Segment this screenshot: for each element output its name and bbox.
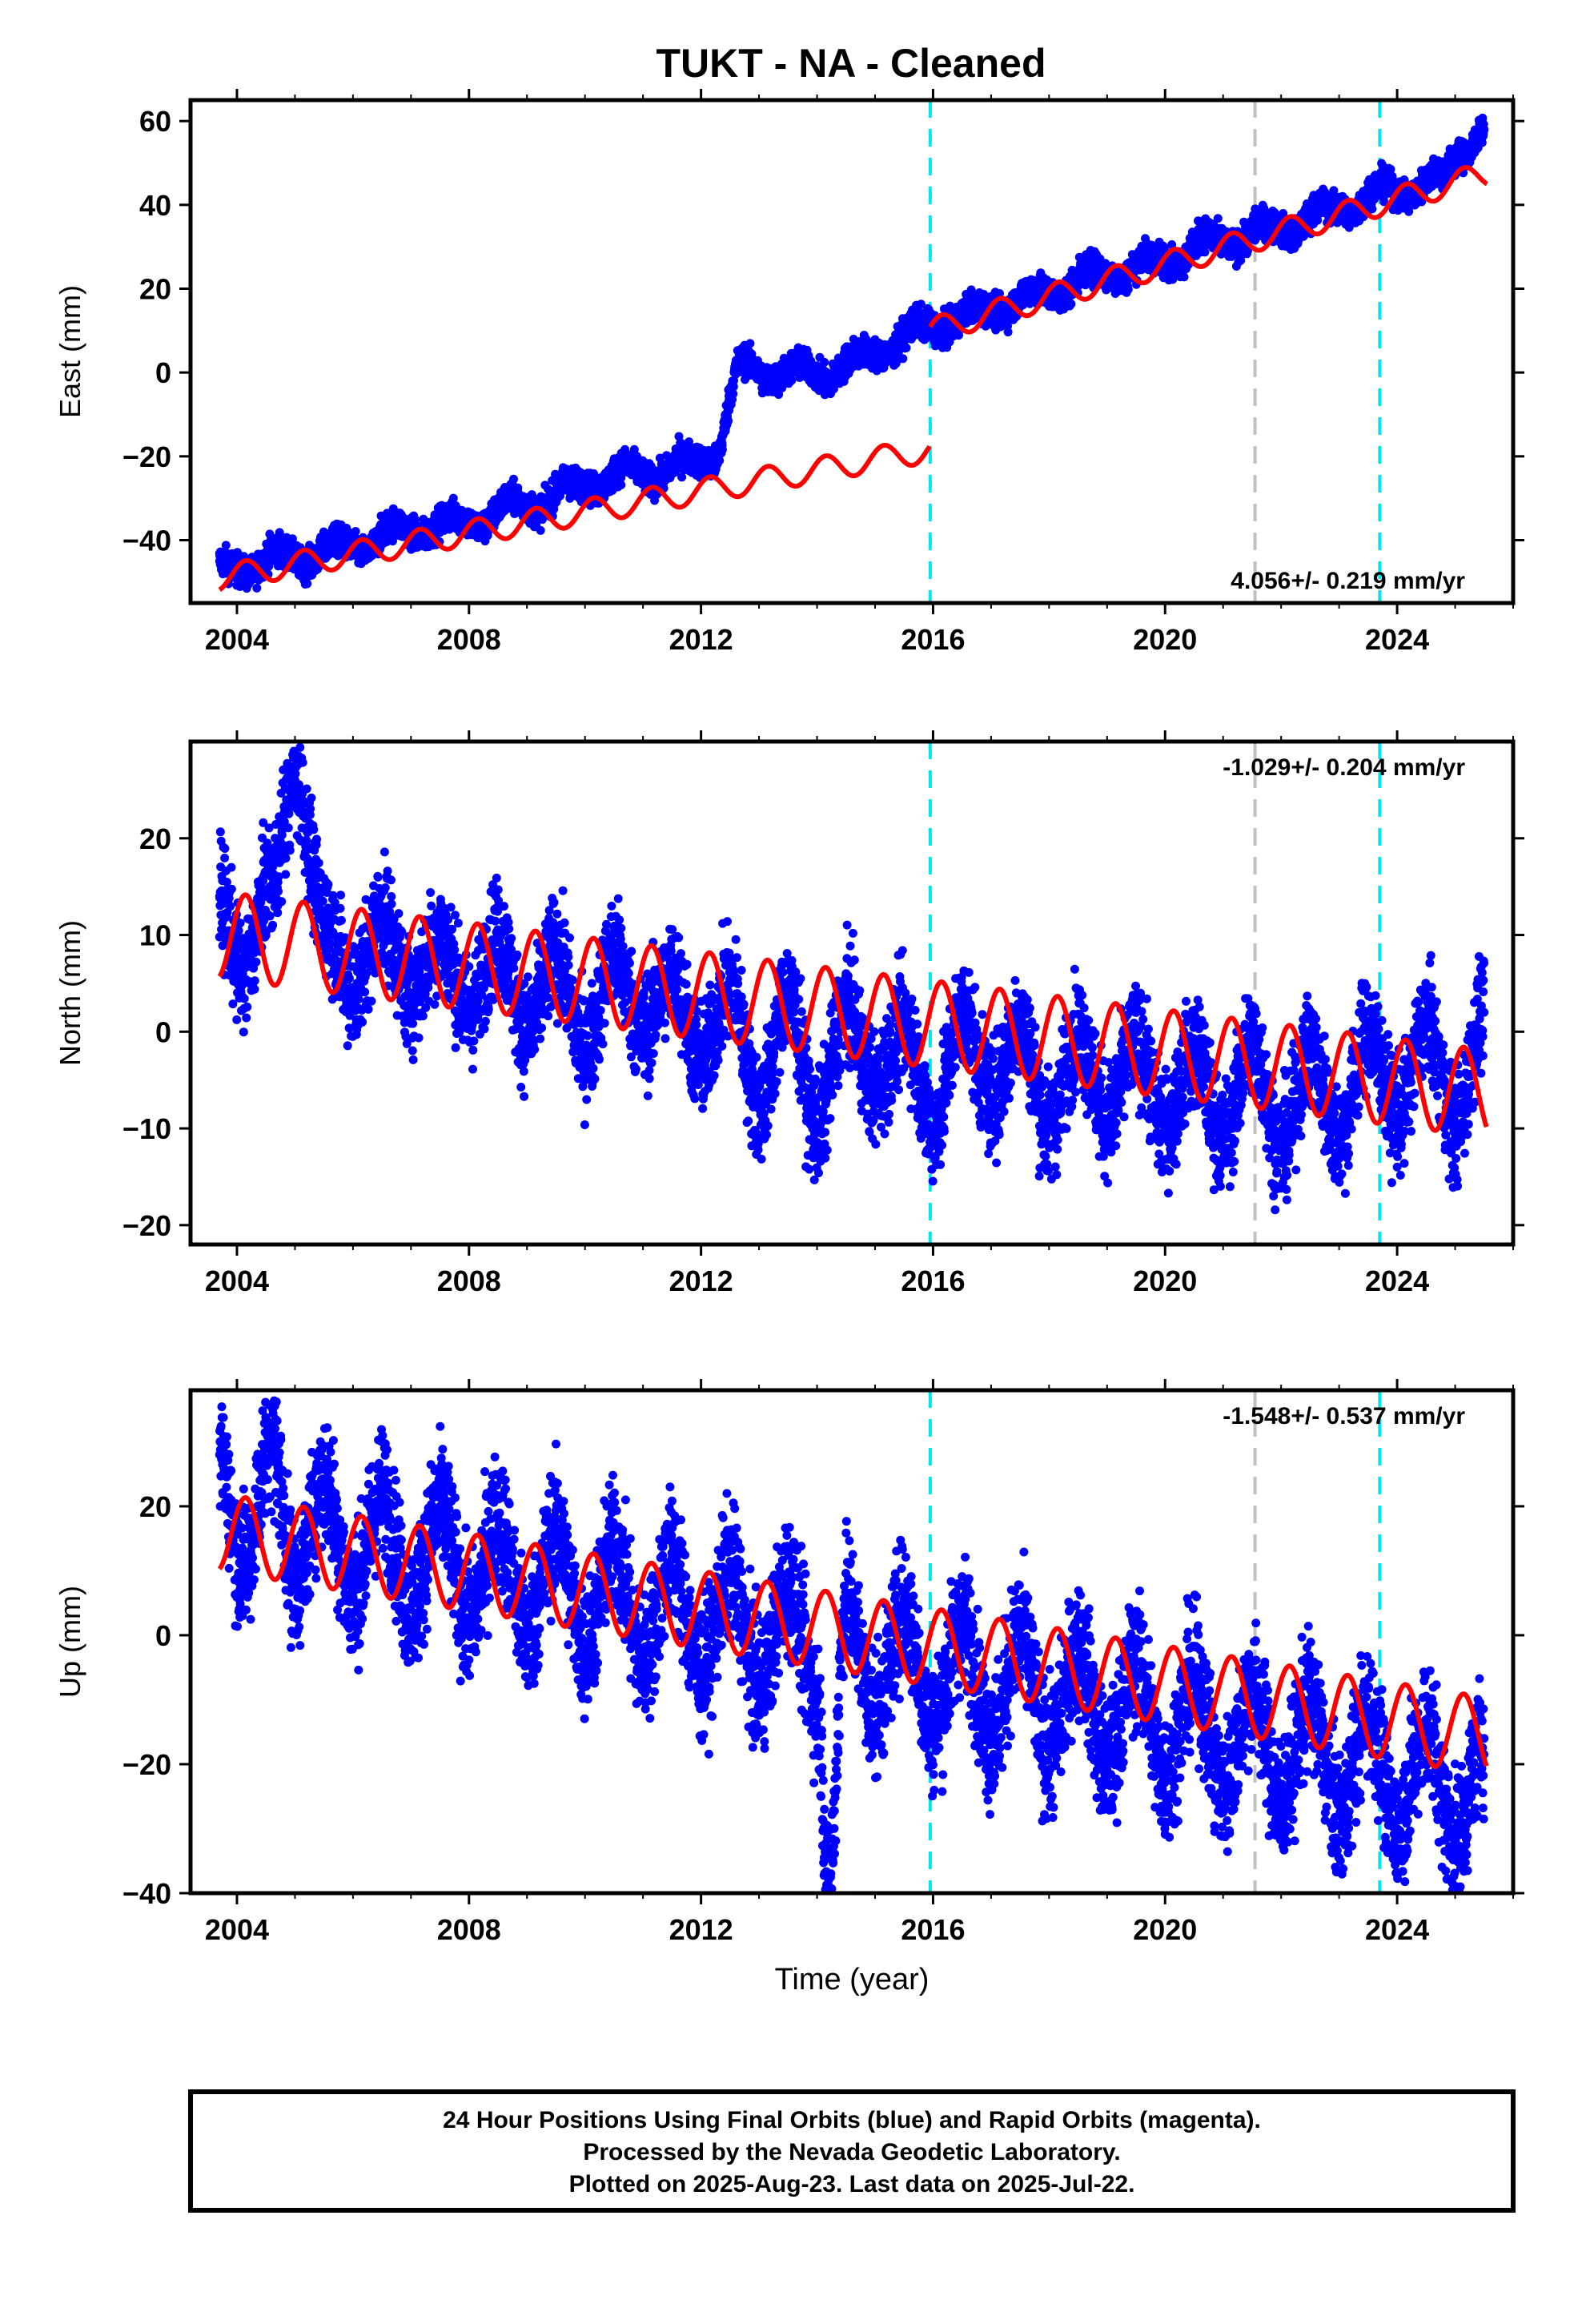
- data-point: [1066, 300, 1076, 308]
- data-point: [717, 445, 727, 454]
- data-point: [1213, 214, 1223, 223]
- data-point: [264, 561, 274, 571]
- data-point: [677, 472, 687, 482]
- plot-area-east: [215, 100, 1489, 603]
- chart-title: TUKT - NA - Cleaned: [656, 41, 1046, 86]
- data-point: [616, 480, 626, 489]
- data-point: [1179, 272, 1189, 282]
- data-point: [561, 464, 571, 474]
- data-point: [901, 343, 911, 352]
- data-point: [629, 444, 639, 454]
- data-point: [724, 416, 733, 425]
- data-point: [221, 541, 231, 550]
- data-point: [303, 579, 312, 589]
- data-point: [509, 474, 518, 484]
- data-point: [745, 339, 755, 348]
- data-point: [448, 493, 458, 503]
- data-point: [1313, 215, 1323, 225]
- data-point: [820, 357, 829, 367]
- data-point: [252, 583, 262, 593]
- data-points-east: [215, 113, 1489, 593]
- data-point: [1123, 284, 1133, 294]
- data-point: [898, 354, 908, 364]
- data-point: [287, 534, 297, 544]
- data-point: [787, 376, 797, 385]
- data-point: [536, 525, 545, 535]
- data-point: [954, 331, 963, 340]
- panel-east: 2004 2008 2012 2016 2020 2024−40−200204060Eas…: [54, 89, 1524, 656]
- data-point: [1003, 328, 1013, 337]
- data-point: [351, 527, 360, 536]
